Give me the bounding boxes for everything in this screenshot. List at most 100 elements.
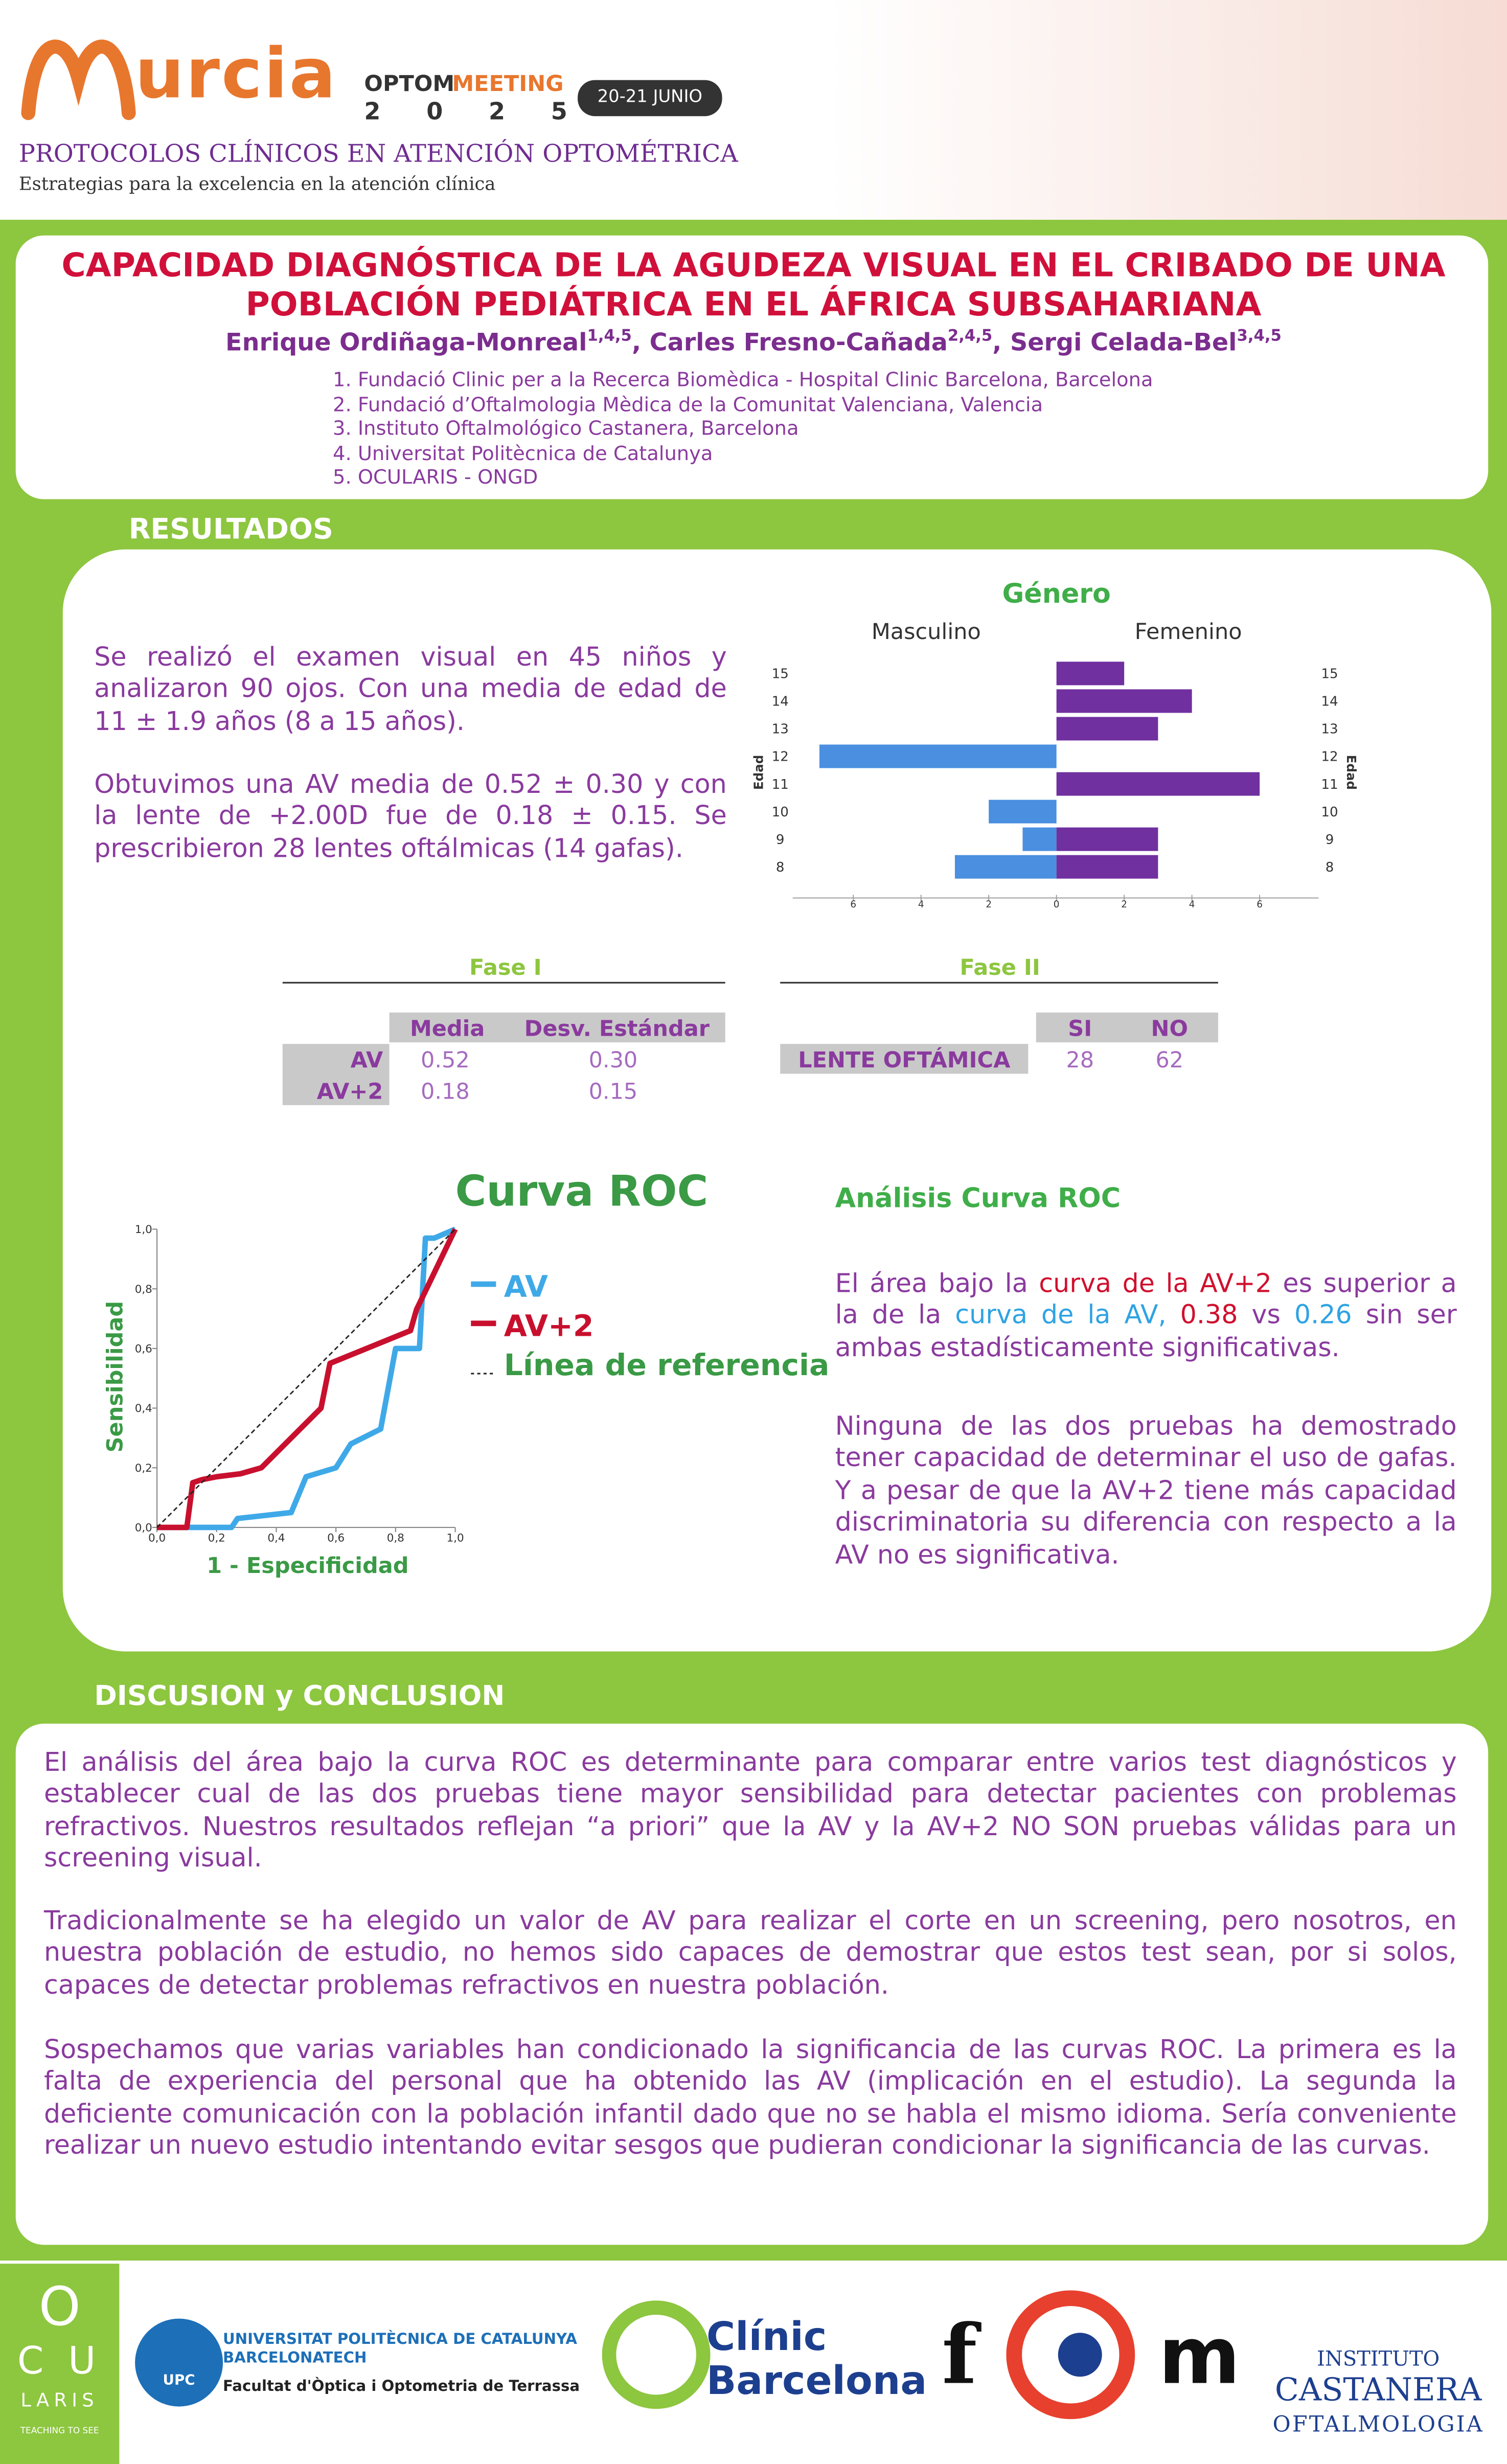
y-tick-label: 11 — [772, 777, 789, 792]
y-tick-label: 14 — [772, 694, 789, 710]
brand: MEETING — [452, 72, 564, 98]
year: 2 0 2 5 — [364, 97, 586, 126]
paragraph: El análisis del área bajo la curva ROC e… — [43, 1747, 1457, 1874]
axis-label: 1 - Especificidad — [207, 1553, 408, 1579]
legend-label: AV+2 — [504, 1308, 594, 1343]
logo-text: TEACHING TO SEE — [20, 2427, 99, 2436]
logo-text: CASTANERA — [1274, 2370, 1482, 2408]
dates: 20-21 JUNIO — [597, 86, 703, 107]
paragraph: El área bajo la curva de la AV+2 es supe… — [835, 1268, 1457, 1364]
chart-title: Curva ROC — [455, 1166, 709, 1216]
logo-text: LARIS — [20, 2389, 99, 2411]
affiliation: 1. Fundació Clinic per a la Recerca Biom… — [333, 367, 1153, 391]
paragraph: Ninguna de las dos pruebas ha demostrado… — [835, 1411, 1457, 1569]
y-tick-label: 0,4 — [135, 1402, 152, 1415]
x-tick-label: 6 — [850, 899, 856, 910]
text-run: El área bajo la — [835, 1268, 1039, 1298]
table-header: Media — [410, 1016, 485, 1042]
poster-title: CAPACIDAD DIAGNÓSTICA DE LA AGUDEZA VISU… — [61, 246, 1446, 284]
bar — [1056, 855, 1158, 879]
y-tick-label: 0,8 — [135, 1283, 152, 1296]
author-affil: 2,4,5 — [947, 328, 993, 346]
event-title: PROTOCOLOS CLÍNICOS EN ATENCIÓN OPTOMÉTR… — [18, 140, 738, 168]
author-name: Carles Fresno-Cañada — [649, 328, 948, 357]
bar — [954, 855, 1057, 879]
y-tick-label: 8 — [1326, 860, 1334, 875]
section-heading: RESULTADOS — [128, 513, 333, 546]
x-tick-label: 6 — [1257, 899, 1263, 910]
paragraph: Sospechamos que varias variables han con… — [43, 2034, 1457, 2161]
bar — [819, 744, 1057, 768]
row-label: LENTE OFTÁMICA — [798, 1047, 1011, 1073]
text-run: vs — [1238, 1300, 1294, 1331]
logo-text: f — [942, 2308, 977, 2404]
author-affil: 3,4,5 — [1237, 328, 1282, 346]
bar — [1056, 772, 1260, 796]
legend-label: Línea de referencia — [504, 1348, 830, 1382]
y-tick-label: 0,2 — [135, 1462, 152, 1475]
logo-text: OFTALMOLOGIA — [1272, 2412, 1484, 2438]
authors: Enrique Ordiñaga-Monreal1,4,5, Carles Fr… — [225, 328, 1282, 357]
author-name: Sergi Celada-Bel — [1010, 328, 1237, 357]
logo-text: Clínic — [706, 2314, 827, 2360]
bar — [989, 800, 1057, 824]
y-tick-label: 8 — [776, 860, 785, 875]
x-tick-label: 1,0 — [446, 1532, 464, 1545]
bar — [1022, 827, 1057, 851]
x-tick-label: 0,8 — [387, 1532, 404, 1545]
logo-text: Facultat d'Òptica i Optometria de Terras… — [223, 2378, 580, 2396]
y-tick-label: 15 — [1321, 667, 1338, 682]
paragraph: Se realizó el examen visual en 45 niños … — [94, 642, 727, 736]
y-tick-label: 13 — [1321, 722, 1338, 737]
series-label: Masculino — [872, 619, 981, 645]
y-tick-label: 11 — [1321, 777, 1338, 792]
text-run: curva de la AV+2 — [1039, 1268, 1272, 1298]
table-cell: 28 — [1066, 1047, 1094, 1073]
x-tick-label: 2 — [986, 899, 992, 910]
paragraph: Obtuvimos una AV media de 0.52 ± 0.30 y … — [94, 769, 727, 863]
y-tick-label: 13 — [772, 722, 789, 737]
y-tick-label: 0,6 — [135, 1343, 152, 1356]
row-label: AV+2 — [317, 1079, 383, 1105]
logo-text: O — [38, 2276, 81, 2339]
axis-label: Edad — [751, 755, 766, 790]
row-label: AV — [351, 1047, 383, 1073]
x-tick-label: 2 — [1121, 899, 1127, 910]
axis-label: Edad — [1344, 755, 1359, 790]
text-run: es superior a la de la — [835, 1268, 1457, 1331]
logo-text: urcia — [135, 34, 337, 115]
poster-title: POBLACIÓN PEDIÁTRICA EN EL ÁFRICA SUBSAH… — [245, 285, 1262, 324]
y-tick-label: 14 — [1321, 694, 1338, 710]
bar — [1056, 661, 1125, 686]
text-run: curva de la AV, — [955, 1300, 1167, 1331]
y-tick-label: 9 — [776, 832, 785, 848]
logo-text: Barcelona — [706, 2358, 927, 2404]
logo-text: m — [1158, 2311, 1241, 2402]
bar — [1056, 717, 1158, 741]
y-tick-label: 12 — [772, 749, 789, 765]
x-tick-label: 0,2 — [208, 1532, 225, 1545]
x-tick-label: 4 — [918, 899, 924, 910]
x-tick-label: 0,4 — [267, 1532, 285, 1545]
x-tick-label: 0,0 — [148, 1532, 166, 1545]
x-tick-label: 0,6 — [327, 1532, 345, 1545]
logo-text: UPC — [163, 2374, 195, 2389]
chart-title: Género — [1002, 579, 1110, 609]
y-tick-label: 12 — [1321, 749, 1338, 765]
y-tick-label: 9 — [1326, 832, 1334, 848]
table-header: Desv. Estándar — [524, 1016, 710, 1042]
paragraph: Tradicionalmente se ha elegido un valor … — [43, 1905, 1457, 2000]
y-tick-label: 0,0 — [135, 1522, 152, 1535]
y-tick-label: 1,0 — [135, 1223, 152, 1236]
logo-text: BARCELONATECH — [223, 2350, 367, 2367]
table-cell: 0.18 — [421, 1079, 470, 1105]
table-cell: 0.15 — [589, 1079, 638, 1105]
series-label: Femenino — [1135, 619, 1242, 645]
text-run: sin ser ambas estadísticamente significa… — [835, 1300, 1457, 1362]
affiliation: 5. OCULARIS - ONGD — [333, 465, 538, 489]
author-name: Enrique Ordiñaga-Monreal — [225, 328, 587, 357]
